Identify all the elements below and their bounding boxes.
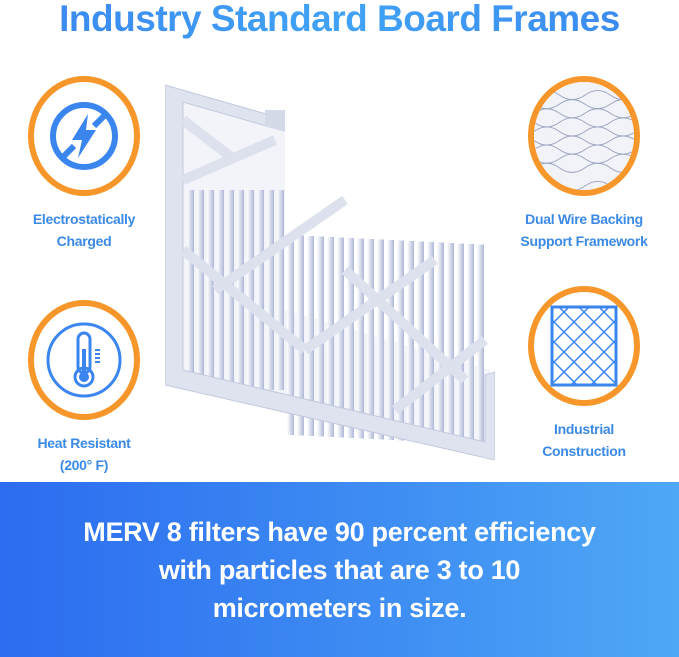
feature-label: Industrial <box>553 421 614 437</box>
feature-label: Charged <box>56 233 112 249</box>
grid-frame-icon <box>550 305 618 387</box>
page-title: Industry Standard Board Frames <box>0 0 679 40</box>
feature-circle <box>28 76 140 196</box>
feature-heat-resistant: Heat Resistant (200° F) <box>4 300 164 476</box>
feature-label: Dual Wire Backing <box>525 211 643 227</box>
filter-pleat <box>307 236 314 436</box>
lightning-bolt-icon <box>50 102 118 170</box>
filter-pleat <box>247 190 254 390</box>
filter-pleat <box>207 190 214 390</box>
filter-pleat <box>347 238 354 438</box>
filter-pleat <box>357 238 364 439</box>
filter-pleat <box>277 190 284 390</box>
filter-pleat <box>187 190 194 390</box>
feature-dual-wire: Dual Wire Backing Support Framework <box>504 76 664 252</box>
filter-pleat <box>387 240 394 440</box>
filter-pleat <box>467 244 474 444</box>
feature-circle <box>28 300 140 420</box>
filter-pleat <box>437 242 444 443</box>
filter-pleat <box>457 243 464 444</box>
feature-label: (200° F) <box>59 457 109 473</box>
filter-pleat <box>447 243 454 443</box>
wire-mesh-icon <box>534 82 634 190</box>
filter-pleat <box>367 239 374 439</box>
filter-pleat <box>237 190 244 390</box>
filter-pleat <box>407 241 414 441</box>
feature-electrostatic: Electrostatically Charged <box>4 76 164 252</box>
feature-circle <box>528 286 640 406</box>
air-filter-image <box>165 84 495 460</box>
feature-label: Construction <box>542 443 626 459</box>
filter-pleat <box>337 237 344 438</box>
info-banner: MERV 8 filters have 90 percent efficienc… <box>0 482 679 657</box>
thermometer-icon <box>46 322 122 398</box>
filter-pleat <box>377 239 384 440</box>
filter-pleat <box>197 190 204 390</box>
feature-label: Support Framework <box>520 233 648 249</box>
filter-pleat <box>267 190 274 390</box>
filter-pleat <box>397 240 404 441</box>
feature-label: Heat Resistant <box>37 435 131 451</box>
filter-pleat <box>257 190 264 390</box>
banner-text: MERV 8 filters have 90 percent efficienc… <box>83 516 596 623</box>
feature-label: Electrostatically <box>32 211 136 227</box>
filter-pleat <box>297 235 304 436</box>
feature-circle <box>528 76 640 196</box>
feature-industrial: Industrial Construction <box>504 286 664 462</box>
